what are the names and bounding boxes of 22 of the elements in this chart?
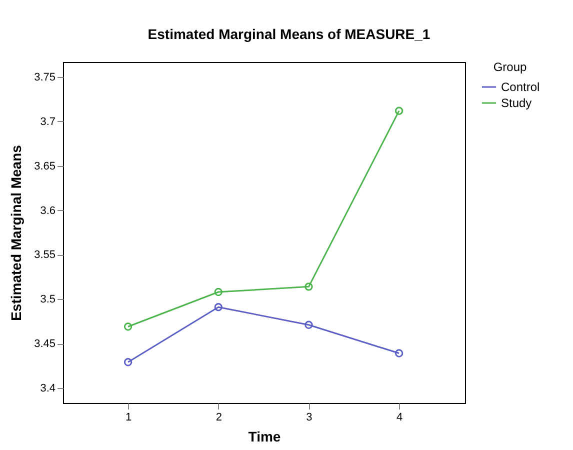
point xyxy=(214,302,222,312)
y-tick-label: 3.75 xyxy=(34,72,56,84)
y-tick-label: 3.45 xyxy=(34,338,56,350)
y-tick-label: 3.4 xyxy=(40,382,56,394)
point xyxy=(214,288,222,296)
y-tick-label: 3.65 xyxy=(34,160,56,172)
legend-label: Control xyxy=(501,80,540,94)
y-tick-label: 3.6 xyxy=(40,204,56,217)
y-tick-label: 3.5 xyxy=(40,294,56,306)
x-tick-label: 2 xyxy=(216,412,222,424)
x-tick-label: 1 xyxy=(125,412,132,424)
x-tick-label: 3 xyxy=(306,412,312,424)
legend-label: Study xyxy=(501,96,532,110)
x-axis-title: Time xyxy=(248,428,281,444)
legend-title: Group xyxy=(493,60,527,74)
point xyxy=(304,282,313,291)
point xyxy=(304,320,313,329)
y-tick-label: 3.7 xyxy=(40,116,56,128)
chart-title: Estimated Marginal Means of MEASURE_1 xyxy=(148,26,430,42)
y-axis-title: Estimated Marginal Means xyxy=(8,144,24,321)
x-tick-label: 4 xyxy=(396,412,403,424)
y-tick-label: 3.55 xyxy=(34,249,56,262)
